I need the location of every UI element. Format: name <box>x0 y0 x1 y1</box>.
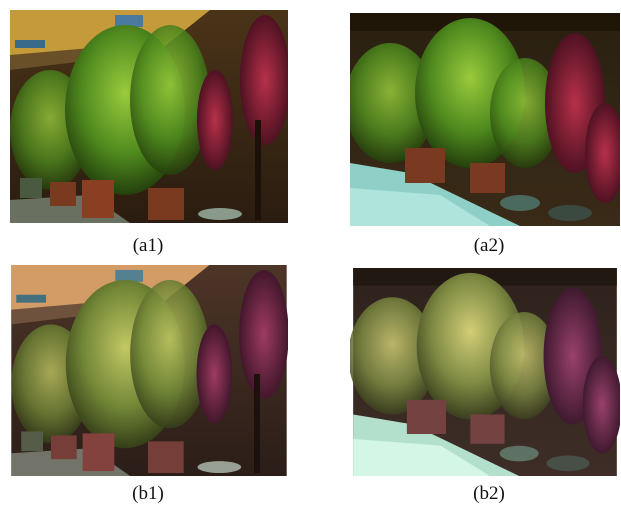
caption: (a2) <box>473 235 505 256</box>
image-a1 <box>10 10 288 223</box>
image-b2 <box>350 268 620 476</box>
image-a2 <box>350 13 620 226</box>
caption: (b2) <box>473 483 505 504</box>
caption: (a1) <box>132 235 164 256</box>
caption: (b1) <box>132 483 164 504</box>
image-b1 <box>11 265 288 476</box>
